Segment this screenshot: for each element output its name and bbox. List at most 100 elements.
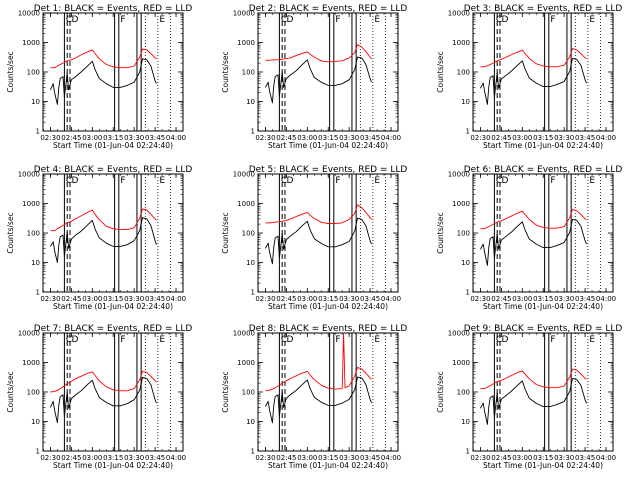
y-tick-label: 100 (242, 389, 255, 397)
y-axis-label: Counts/sec (436, 371, 445, 412)
x-tick-label: 03:00 (297, 454, 317, 462)
y-tick-label: 10000 (18, 10, 40, 18)
x-axis-label: Start Time (01-Jun-04 02:24:40) (483, 141, 603, 150)
y-tick-label: 10 (461, 418, 470, 426)
chart-panel: Det 1: BLACK = Events, RED = LLD 1 10 100 10… (6, 4, 192, 150)
event-marker-label: E (374, 15, 380, 25)
black-events-series-line (50, 217, 157, 263)
y-tick-label: 1000 (452, 39, 470, 47)
event-marker-label: E (589, 335, 595, 345)
event-marker-label: C (281, 15, 287, 25)
event-marker-label: D (71, 15, 78, 25)
x-tick-label: 03:15 (103, 134, 123, 142)
y-tick-label: 1 (466, 289, 470, 297)
y-tick-label: 1000 (22, 359, 40, 367)
x-tick-label: 04:00 (166, 134, 186, 142)
y-tick-label: 100 (27, 69, 40, 77)
x-tick-label: 02:45 (276, 134, 296, 142)
x-axis-label: Start Time (01-Jun-04 02:24:40) (268, 461, 388, 470)
event-marker-label: E (159, 15, 165, 25)
y-tick-label: 100 (27, 230, 40, 238)
y-tick-label: 1000 (237, 359, 255, 367)
x-tick-label: 02:30 (470, 134, 490, 142)
y-tick-label: 10000 (233, 330, 255, 338)
y-tick-label: 1000 (22, 39, 40, 47)
x-tick-label: 04:00 (381, 454, 401, 462)
x-tick-label: 03:30 (124, 295, 144, 303)
y-tick-label: 10000 (448, 330, 470, 338)
chart-title: Det 4: BLACK = Events, RED = LLD (34, 165, 193, 175)
chart-panel: Det 6: BLACK = Events, RED = LLD 1 10 100 10… (436, 165, 622, 311)
black-events-series-line (480, 57, 587, 105)
x-tick-label: 03:45 (360, 454, 380, 462)
event-marker-label: D (286, 15, 293, 25)
event-marker-label: C (496, 176, 502, 186)
y-axis-label: Counts/sec (6, 371, 15, 412)
event-marker-label: C (281, 335, 287, 345)
y-tick-label: 1 (36, 289, 40, 297)
x-tick-label: 02:30 (255, 454, 275, 462)
x-tick-label: 04:00 (166, 295, 186, 303)
chart-panel: Det 7: BLACK = Events, RED = LLD 1 10 100 10… (6, 324, 192, 470)
event-marker-label: E (159, 335, 165, 345)
y-tick-label: 1 (251, 448, 255, 456)
x-tick-label: 02:45 (491, 295, 511, 303)
x-tick-label: 03:15 (103, 295, 123, 303)
x-tick-label: 03:30 (554, 134, 574, 142)
y-axis-label: Counts/sec (6, 212, 15, 253)
black-events-series-line (265, 376, 372, 424)
x-tick-label: 03:30 (554, 454, 574, 462)
x-axis-label: Start Time (01-Jun-04 02:24:40) (268, 141, 388, 150)
x-tick-label: 03:45 (575, 295, 595, 303)
y-tick-label: 100 (27, 389, 40, 397)
x-tick-label: 03:45 (360, 134, 380, 142)
y-tick-label: 1 (36, 128, 40, 136)
event-marker-label: C (496, 335, 502, 345)
x-tick-label: 03:00 (512, 295, 532, 303)
y-tick-label: 10 (246, 259, 255, 267)
x-tick-label: 03:30 (124, 454, 144, 462)
x-axis-label: Start Time (01-Jun-04 02:24:40) (483, 461, 603, 470)
x-tick-label: 02:30 (255, 295, 275, 303)
x-tick-label: 03:15 (533, 295, 553, 303)
y-tick-label: 1 (36, 448, 40, 456)
event-marker-label: F (335, 176, 340, 186)
red-lld-series-line (50, 370, 157, 393)
red-lld-series-line (480, 208, 587, 230)
x-tick-label: 02:45 (61, 134, 81, 142)
x-tick-label: 04:00 (166, 454, 186, 462)
x-tick-label: 03:00 (297, 134, 317, 142)
x-tick-label: 02:45 (61, 454, 81, 462)
x-tick-label: 04:00 (381, 134, 401, 142)
chart-title: Det 1: BLACK = Events, RED = LLD (34, 4, 193, 14)
event-marker-label: F (550, 335, 555, 345)
chart-title: Det 2: BLACK = Events, RED = LLD (249, 4, 408, 14)
x-axis-label: Start Time (01-Jun-04 02:24:40) (53, 141, 173, 150)
chart-title: Det 3: BLACK = Events, RED = LLD (464, 4, 623, 14)
x-tick-label: 03:00 (82, 454, 102, 462)
x-tick-label: 03:45 (145, 134, 165, 142)
y-tick-label: 1 (251, 128, 255, 136)
chart-title: Det 5: BLACK = Events, RED = LLD (249, 165, 408, 175)
x-tick-label: 02:30 (40, 454, 60, 462)
y-tick-label: 1000 (237, 200, 255, 208)
black-events-series-line (49, 377, 157, 424)
event-marker-label: E (374, 335, 380, 345)
x-tick-label: 03:00 (297, 295, 317, 303)
y-tick-label: 10000 (448, 171, 470, 179)
y-tick-label: 1 (466, 128, 470, 136)
y-tick-label: 10 (31, 98, 40, 106)
event-marker-label: D (501, 176, 508, 186)
y-tick-label: 100 (457, 230, 470, 238)
event-marker-label: E (589, 176, 595, 186)
chart-panel: Det 2: BLACK = Events, RED = LLD 1 10 100 10… (221, 4, 407, 150)
event-marker-label: C (496, 15, 502, 25)
chart-panel: Det 9: BLACK = Events, RED = LLD 1 10 100 10… (436, 324, 622, 470)
event-marker-label: E (589, 15, 595, 25)
x-axis-label: Start Time (01-Jun-04 02:24:40) (53, 302, 173, 311)
y-tick-label: 10 (31, 259, 40, 267)
x-tick-label: 02:45 (491, 134, 511, 142)
x-tick-label: 03:45 (575, 134, 595, 142)
black-events-series-line (265, 217, 372, 265)
y-axis-label: Counts/sec (221, 51, 230, 92)
